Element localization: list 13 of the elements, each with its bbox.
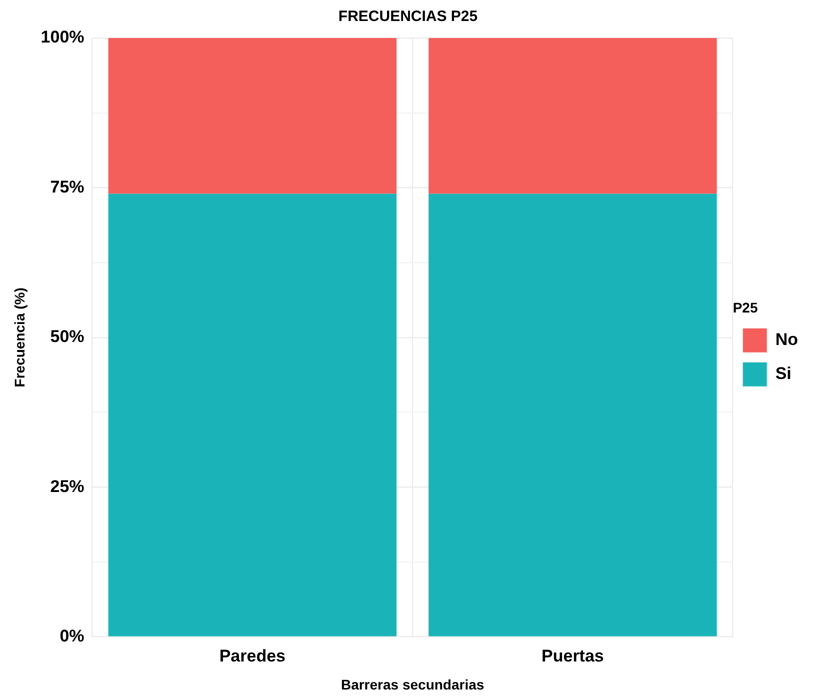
y-tick-label: 0% xyxy=(60,626,84,646)
y-tick-label: 75% xyxy=(50,177,84,196)
legend-title: P25 xyxy=(732,299,758,316)
x-tick-label: Puertas xyxy=(542,646,604,666)
y-axis-title: Frecuencia (%) xyxy=(11,288,28,388)
chart-title: FRECUENCIAS P25 xyxy=(338,8,478,26)
x-axis-title: Barreras secundarias xyxy=(340,676,484,692)
x-tick-label: Paredes xyxy=(219,646,286,666)
legend-label: Si xyxy=(775,364,792,384)
y-tick-label: 25% xyxy=(50,476,84,496)
y-tick-label: 100% xyxy=(40,28,84,47)
legend-label: No xyxy=(775,330,798,350)
y-tick-label: 50% xyxy=(50,327,84,346)
